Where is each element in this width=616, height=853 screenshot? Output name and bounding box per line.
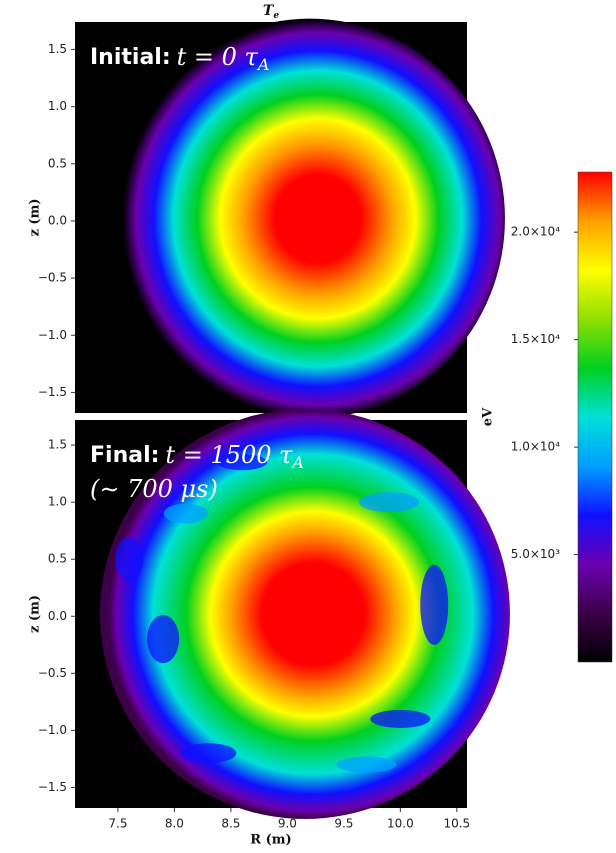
heatmap-feature xyxy=(359,492,420,513)
x-axis-label: R (m) xyxy=(250,833,291,848)
colorbar-label: eV xyxy=(481,407,496,426)
y-tick-label: 0.0 xyxy=(48,609,67,623)
y-tick-label: −0.5 xyxy=(38,666,67,680)
title-base: T xyxy=(263,3,275,19)
heatmap-feature xyxy=(336,756,397,773)
colorbar-tick-label: 2.0×10⁴ xyxy=(511,225,560,239)
heatmap-feature xyxy=(370,709,431,728)
heatmap-feature xyxy=(420,564,449,645)
heatmap-feature xyxy=(147,615,180,664)
y-tick-label: 1.0 xyxy=(48,495,67,509)
y-axis-label: z (m) xyxy=(28,199,43,237)
annotation-math: t = 0 τ xyxy=(177,43,259,71)
heatmap-feature xyxy=(180,743,237,764)
heatmap-feature xyxy=(217,454,268,471)
y-tick-label: −1.5 xyxy=(38,385,67,399)
x-tick-label: 9.5 xyxy=(334,817,353,831)
y-tick-label: −0.5 xyxy=(38,271,67,285)
heatmap-feature xyxy=(163,503,208,524)
annotation-math: (∼ 700 μs) xyxy=(90,475,218,503)
x-tick-label: 7.5 xyxy=(108,817,127,831)
annotation-sub: A xyxy=(290,453,304,472)
annotation-sub: A xyxy=(256,55,270,74)
y-tick-label: 1.5 xyxy=(48,438,67,452)
x-tick-label: 9.0 xyxy=(278,817,297,831)
heatmap xyxy=(114,18,505,419)
x-tick-label: 10.0 xyxy=(387,817,414,831)
colorbar-tick-label: 5.0×10³ xyxy=(511,547,560,561)
y-tick-label: 0.5 xyxy=(48,156,67,170)
x-tick-label: 10.5 xyxy=(443,817,470,831)
y-tick-label: 0.0 xyxy=(48,213,67,227)
heatmap-feature xyxy=(115,537,144,582)
annotation-label: Initial: xyxy=(90,45,171,70)
y-axis-label: z (m) xyxy=(28,595,43,633)
x-tick-label: 8.5 xyxy=(221,817,240,831)
annotation: Initial: t = 0 τA xyxy=(90,43,269,74)
y-tick-label: −1.5 xyxy=(38,780,67,794)
title-sub: e xyxy=(273,11,279,21)
y-tick-label: 0.5 xyxy=(48,552,67,566)
chart-title: Te xyxy=(263,3,279,21)
y-tick-label: 1.0 xyxy=(48,99,67,113)
y-tick-label: −1.0 xyxy=(38,328,67,342)
annotation-math: t = 1500 τ xyxy=(165,441,293,469)
annotation-label: Final: xyxy=(90,443,159,468)
annotation: Final: t = 1500 τA xyxy=(90,441,304,472)
colorbar-tick-label: 1.0×10⁴ xyxy=(511,440,560,454)
y-tick-label: 1.5 xyxy=(48,42,67,56)
colorbar-tick-label: 1.5×10⁴ xyxy=(511,332,560,346)
annotation: (∼ 700 μs) xyxy=(90,475,218,503)
y-tick-label: −1.0 xyxy=(38,723,67,737)
colorbar xyxy=(577,171,613,663)
x-tick-label: 8.0 xyxy=(165,817,184,831)
heatmap xyxy=(99,409,510,819)
